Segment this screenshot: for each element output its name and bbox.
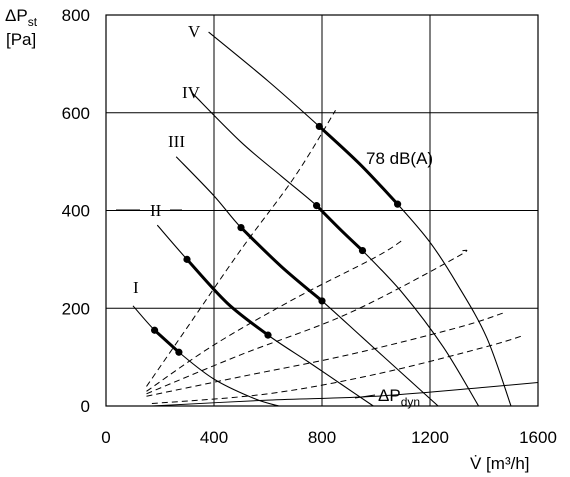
- data-point-3-1: [358, 246, 367, 255]
- x-axis-title: V̇ [m³/h]: [470, 454, 530, 473]
- y-tick-label: 200: [62, 299, 90, 318]
- data-point-4-1: [394, 200, 402, 208]
- x-tick-label: 400: [200, 428, 228, 447]
- points: [151, 122, 402, 356]
- series-bold-0: [153, 329, 180, 354]
- x-tick-label: 1200: [411, 428, 449, 447]
- series-line-4: [208, 31, 512, 407]
- data-point-0-1: [175, 348, 183, 356]
- series-line-10: [151, 382, 539, 407]
- dyn-label: ΔPdyn: [378, 386, 420, 409]
- data-point-3-0: [313, 202, 321, 210]
- curve-label-5: V: [188, 22, 201, 41]
- curve-label-4: IV: [182, 83, 201, 102]
- series-line-2: [175, 156, 439, 407]
- y-tick-label: 0: [81, 397, 90, 416]
- data-point-1-1: [264, 331, 272, 339]
- y-tick-label: 600: [62, 104, 90, 123]
- curve-label-3: III: [168, 132, 185, 151]
- series-bold-2: [239, 226, 323, 303]
- series-line-5: [146, 110, 336, 387]
- series-bold-3: [315, 204, 364, 252]
- data-point-4-0: [315, 122, 323, 131]
- series-line-7: [146, 249, 468, 395]
- series-line-0: [132, 305, 279, 407]
- series-line-8: [146, 312, 504, 397]
- series-line-9: [151, 334, 525, 405]
- x-tick-label: 800: [308, 428, 336, 447]
- series-bold-4: [318, 125, 399, 206]
- y-axis-unit: [Pa]: [6, 30, 36, 49]
- data-point-0-0: [151, 326, 159, 334]
- y-axis-title-main: ΔP: [5, 6, 28, 25]
- data-point-2-1: [318, 297, 326, 305]
- series-bold-1: [185, 258, 269, 337]
- x-tick-label: 1600: [519, 428, 557, 447]
- data-point-2-0: [237, 224, 245, 232]
- dyn-leader: [354, 394, 376, 399]
- dyn-label-main: ΔP: [378, 386, 401, 405]
- series-line-6: [146, 239, 404, 392]
- dyn-label-sub: dyn: [401, 395, 420, 409]
- y-tick-label: 400: [62, 202, 90, 221]
- y-tick-label: 800: [62, 6, 90, 25]
- y-axis-title-sub: st: [28, 15, 38, 29]
- curve-label-1: I: [133, 278, 139, 297]
- y-axis-title: ΔPst: [5, 6, 38, 29]
- x-tick-label: 0: [101, 428, 110, 447]
- db-label: 78 dB(A): [366, 149, 433, 168]
- data-point-1-0: [183, 255, 191, 263]
- curve-label-2: II: [150, 201, 162, 220]
- ticks: 0 400 800 1200 1600 0 200 400 600 800: [62, 6, 557, 447]
